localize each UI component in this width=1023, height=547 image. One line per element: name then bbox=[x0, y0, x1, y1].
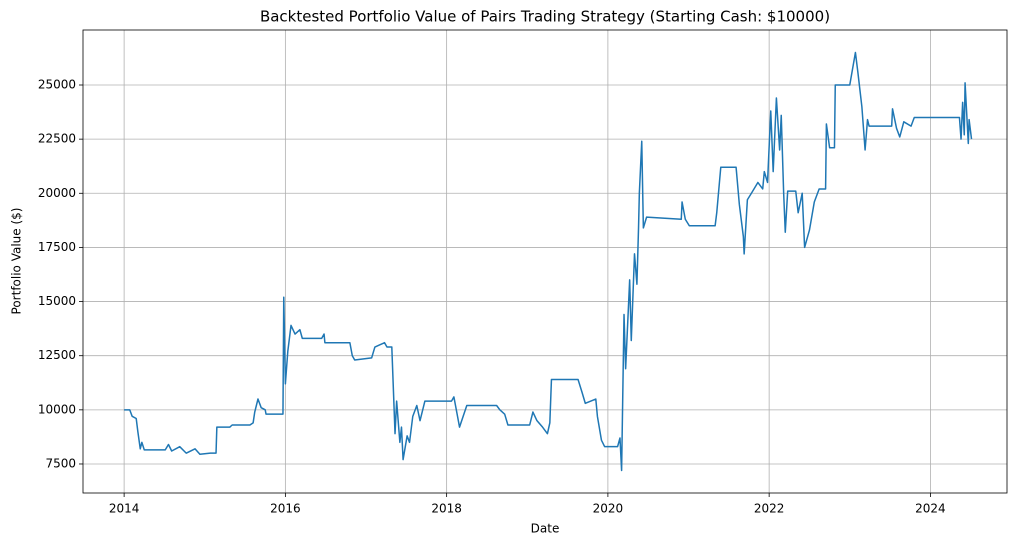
y-tick-label: 17500 bbox=[38, 240, 76, 254]
portfolio-line bbox=[124, 51, 973, 472]
y-tick-label: 7500 bbox=[45, 456, 76, 470]
y-tick-label: 20000 bbox=[38, 186, 76, 200]
y-tick-label: 22500 bbox=[38, 132, 76, 146]
x-tick-label: 2018 bbox=[431, 502, 462, 516]
y-tick-label: 12500 bbox=[38, 348, 76, 362]
x-tick-label: 2014 bbox=[109, 502, 140, 516]
y-tick-label: 15000 bbox=[38, 294, 76, 308]
x-tick-label: 2020 bbox=[593, 502, 624, 516]
x-tick-label: 2022 bbox=[754, 502, 785, 516]
plot-frame bbox=[82, 29, 1008, 494]
y-axis-label: Portfolio Value ($) bbox=[10, 208, 24, 315]
x-tick-label: 2024 bbox=[915, 502, 946, 516]
y-tick-label: 10000 bbox=[38, 402, 76, 416]
x-tick-label: 2016 bbox=[270, 502, 301, 516]
y-tick-label: 25000 bbox=[38, 78, 76, 92]
chart-title: Backtested Portfolio Value of Pairs Trad… bbox=[260, 8, 830, 26]
x-axis-label: Date bbox=[531, 522, 560, 536]
